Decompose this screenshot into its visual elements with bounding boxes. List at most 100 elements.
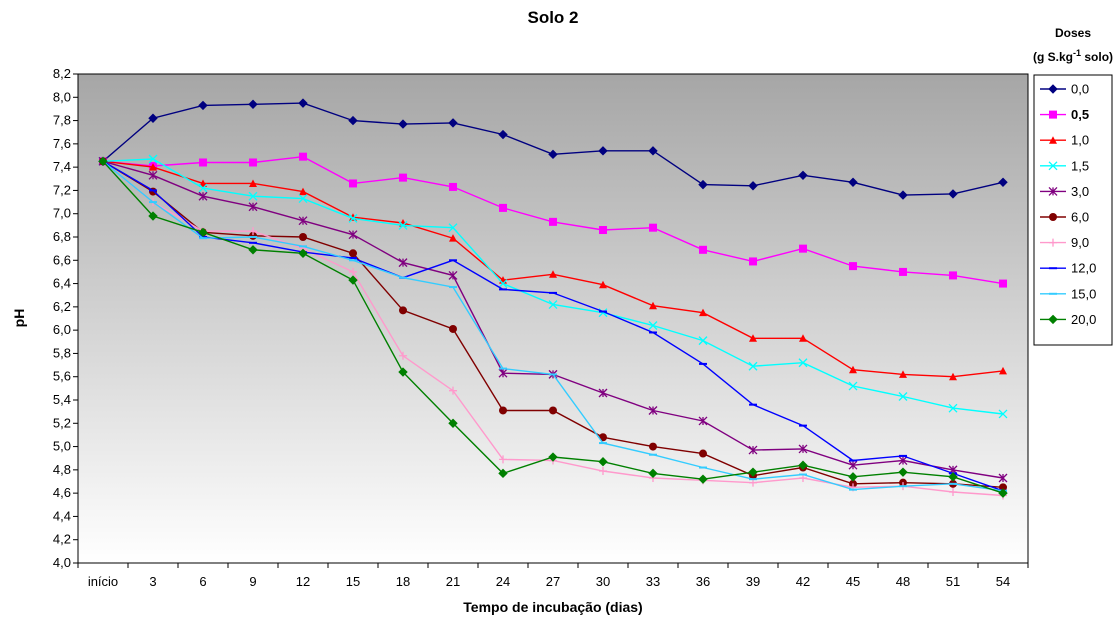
data-point [949, 372, 957, 381]
data-point [948, 472, 958, 482]
x-tick-label: 18 [396, 574, 410, 589]
data-point [699, 245, 707, 254]
data-point [198, 227, 208, 238]
data-point [249, 179, 257, 187]
data-point [299, 233, 307, 241]
legend-label: 12,0 [1071, 261, 1096, 276]
data-point [498, 468, 508, 479]
legend-item: 3,0 [1040, 184, 1089, 199]
y-tick-label: 8,2 [53, 66, 71, 81]
legend-item: 0,5 [1040, 107, 1089, 122]
data-point [999, 483, 1007, 492]
legend-item: 15,0 [1040, 286, 1096, 301]
data-point [598, 457, 608, 467]
x-tick-label: 21 [446, 574, 460, 589]
y-tick-label: 7,6 [53, 136, 71, 151]
y-tick-label: 6,8 [53, 229, 71, 244]
data-point [448, 270, 458, 280]
y-tick-label: 5,6 [53, 369, 71, 384]
data-point [498, 279, 508, 289]
data-point [398, 258, 408, 268]
data-point [898, 467, 908, 477]
legend-marker [1049, 136, 1057, 144]
data-point [549, 217, 557, 226]
data-point [548, 149, 558, 160]
data-point [898, 456, 908, 466]
y-tick-label: 4,8 [53, 462, 71, 477]
data-point [498, 129, 508, 140]
data-point [399, 173, 407, 182]
series-0,0 [98, 98, 1008, 200]
data-point [248, 191, 258, 201]
x-tick-label: 9 [249, 574, 256, 589]
data-point [848, 472, 858, 482]
data-point [249, 158, 257, 167]
data-point [399, 351, 407, 360]
y-tick-label: 8,0 [53, 89, 71, 104]
data-point [799, 334, 807, 342]
data-point [499, 203, 507, 212]
data-point [799, 244, 807, 253]
data-point [798, 444, 808, 454]
data-point [349, 267, 357, 276]
series-20,0 [98, 156, 1008, 498]
x-tick-label: 33 [646, 574, 660, 589]
legend-label: 1,5 [1071, 158, 1089, 173]
legend-label: 9,0 [1071, 235, 1089, 250]
data-point [148, 211, 158, 221]
data-point [249, 227, 257, 236]
y-tick-label: 4,2 [53, 532, 71, 547]
data-point [798, 358, 808, 368]
data-point [948, 189, 958, 199]
y-tick-label: 6,0 [53, 322, 71, 337]
y-tick-label: 4,6 [53, 485, 71, 500]
data-point [499, 406, 507, 415]
legend-box [1033, 74, 1113, 346]
y-tick-label: 5,8 [53, 345, 71, 360]
data-point [199, 158, 207, 167]
legend-marker [1049, 238, 1057, 247]
data-point [248, 99, 258, 109]
legend-marker [1049, 213, 1057, 221]
data-point [399, 306, 407, 315]
x-axis: início 3 6 9 12 15 18 21 24 27 30 33 36 39 42 45 48 51 54 [77, 563, 1029, 589]
data-point [848, 381, 858, 391]
data-point [849, 365, 857, 374]
data-point [899, 267, 907, 276]
data-point [698, 336, 708, 346]
legend-label: 15,0 [1071, 286, 1096, 301]
data-point [698, 179, 708, 190]
data-point [748, 361, 758, 371]
data-point [798, 460, 808, 470]
legend-item: 6,0 [1040, 210, 1089, 225]
x-tick-label: 51 [946, 574, 960, 589]
x-tick-label: 3 [149, 574, 156, 589]
data-point [748, 445, 758, 455]
y-tick-label: 7,4 [53, 159, 71, 174]
data-point [449, 234, 457, 242]
data-point [398, 220, 408, 230]
legend-item: 9,0 [1040, 235, 1089, 250]
data-point [498, 368, 508, 378]
data-point [949, 487, 957, 496]
data-point [499, 455, 507, 464]
y-tick-label: 7,8 [53, 113, 71, 128]
legend-item: 12,0 [1040, 261, 1096, 276]
y-tick-label: 5,4 [53, 392, 71, 407]
x-tick-label: 30 [596, 574, 610, 589]
x-tick-label: 39 [746, 574, 760, 589]
y-tick-label: 4,0 [53, 555, 71, 570]
data-point [349, 249, 357, 258]
x-tick-label: 24 [496, 574, 510, 589]
data-point [598, 388, 608, 398]
data-point [398, 367, 408, 377]
legend-marker [1048, 186, 1058, 196]
x-tick-label: 45 [846, 574, 860, 589]
x-axis-title: Tempo de incubação (dias) [463, 599, 642, 615]
chart-title: Solo 2 [527, 8, 578, 27]
data-point [998, 473, 1008, 483]
data-point [749, 334, 757, 342]
y-tick-label: 7,2 [53, 182, 71, 197]
legend-label: 6,0 [1071, 210, 1089, 225]
data-point [648, 406, 658, 415]
